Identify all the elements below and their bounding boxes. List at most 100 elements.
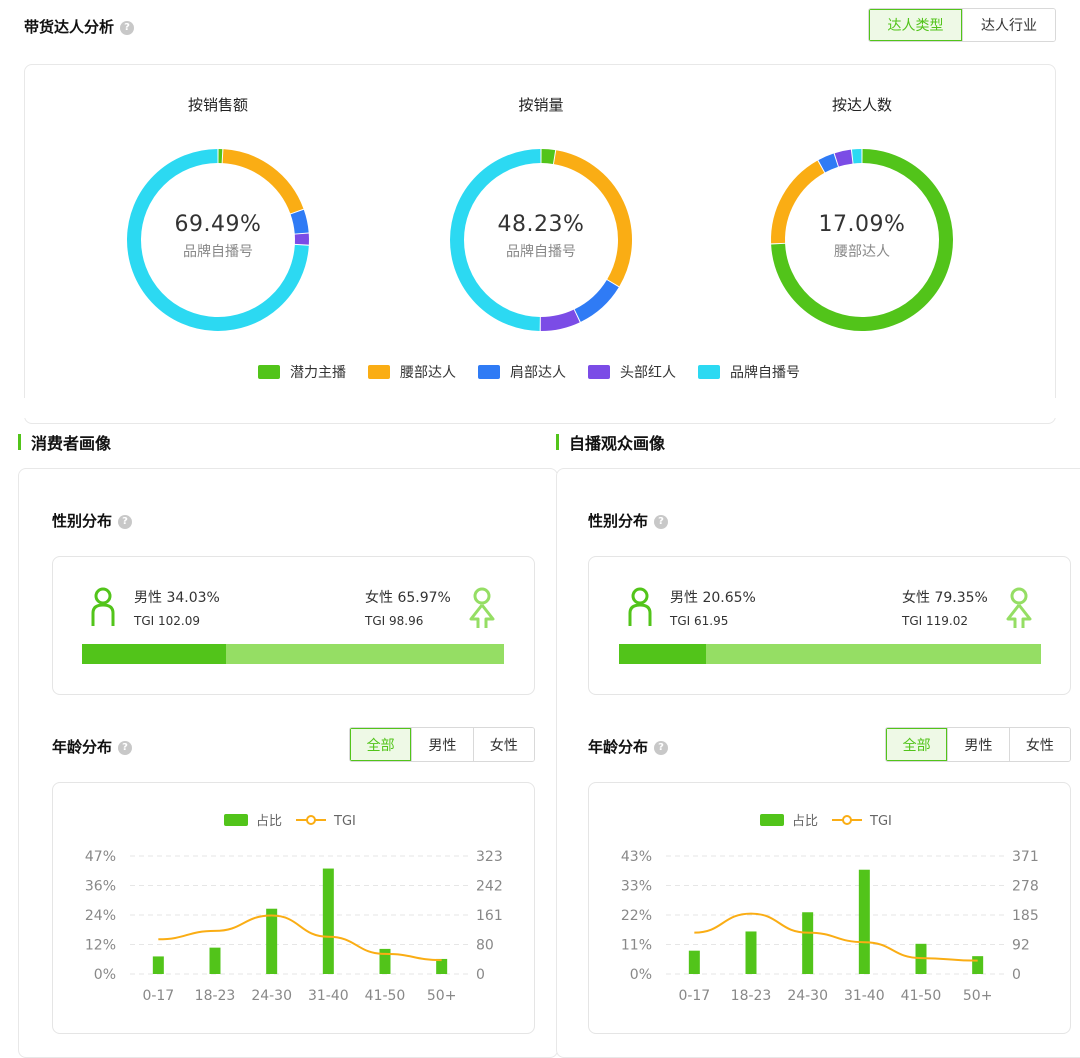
legend-swatch: [258, 365, 280, 379]
y-tick-right: 242: [476, 879, 503, 895]
donut-center-label: 腰部达人: [762, 241, 962, 261]
tab-influencer-industry[interactable]: 达人行业: [962, 9, 1055, 41]
bar[interactable]: [323, 869, 334, 974]
x-tick: 18-23: [731, 988, 772, 1004]
gender-title-text: 性别分布: [588, 512, 648, 530]
x-tick: 31-40: [308, 988, 349, 1004]
tab-age-all[interactable]: 全部: [886, 728, 947, 761]
panel-title-text: 自播观众画像: [569, 430, 665, 454]
tab-age-male[interactable]: 男性: [411, 728, 472, 761]
donut-title-volume: 按销量: [441, 94, 641, 115]
legend-label: 潜力主播: [290, 362, 346, 382]
panel-title-live-audience: 自播观众画像: [556, 430, 665, 454]
legend-label: 腰部达人: [400, 362, 456, 382]
y-tick-left: 47%: [85, 849, 116, 865]
female-person-icon: [467, 586, 497, 630]
bar[interactable]: [266, 909, 277, 974]
bar[interactable]: [802, 912, 813, 974]
section-title-influencer-analysis: 带货达人分析?: [24, 16, 134, 37]
gender-title: 性别分布?: [52, 510, 132, 531]
gender-bar-male-fill: [82, 644, 226, 664]
legend-item-shoulder[interactable]: 肩部达人: [478, 362, 566, 382]
x-tick: 0-17: [678, 988, 710, 1004]
x-tick: 50+: [963, 988, 993, 1004]
bar[interactable]: [859, 870, 870, 974]
donut-center-label: 品牌自播号: [118, 241, 318, 261]
bar[interactable]: [380, 949, 391, 974]
donut-center-volume: 48.23% 品牌自播号: [441, 212, 641, 261]
donut-slice[interactable]: [223, 156, 297, 211]
male-tgi: TGI 61.95: [670, 614, 728, 628]
age-tabs: 全部 男性 女性: [349, 727, 535, 762]
y-tick-right: 92: [1012, 938, 1030, 954]
question-circle-icon[interactable]: ?: [120, 21, 134, 35]
bar[interactable]: [689, 951, 700, 974]
legend-bar-swatch: [224, 814, 248, 826]
y-tick-left: 24%: [85, 908, 116, 924]
tgi-line[interactable]: [694, 914, 977, 961]
donut-slice[interactable]: [822, 160, 836, 166]
x-tick: 41-50: [365, 988, 406, 1004]
x-tick: 24-30: [787, 988, 828, 1004]
bar[interactable]: [210, 948, 221, 974]
donut-title-count: 按达人数: [762, 94, 962, 115]
tab-age-female[interactable]: 女性: [1009, 728, 1070, 761]
donut-center-label: 品牌自播号: [441, 241, 641, 261]
tab-influencer-type[interactable]: 达人类型: [869, 9, 962, 41]
legend-line-marker: [307, 816, 315, 824]
tab-age-male[interactable]: 男性: [947, 728, 1008, 761]
bar[interactable]: [153, 956, 164, 974]
y-tick-right: 185: [1012, 908, 1039, 924]
female-percent: 女性 65.97%: [365, 587, 451, 607]
legend-item-brand[interactable]: 品牌自播号: [698, 362, 800, 382]
donut-title-sales: 按销售额: [118, 94, 318, 115]
question-circle-icon[interactable]: ?: [654, 741, 668, 755]
donut-slice[interactable]: [853, 156, 862, 157]
male-percent: 男性 20.65%: [670, 587, 756, 607]
legend-line-label: TGI: [869, 814, 892, 829]
y-tick-right: 161: [476, 908, 503, 924]
male-person-icon: [625, 586, 655, 630]
bar[interactable]: [972, 956, 983, 974]
donut-slice[interactable]: [542, 156, 555, 157]
age-title: 年龄分布?: [52, 736, 132, 757]
y-tick-left: 0%: [630, 967, 652, 983]
legend-item-waist[interactable]: 腰部达人: [368, 362, 456, 382]
male-tgi: TGI 102.09: [134, 614, 200, 628]
legend-label: 头部红人: [620, 362, 676, 382]
legend-swatch: [368, 365, 390, 379]
age-title-text: 年龄分布: [588, 738, 648, 756]
section-accent-bar: [18, 434, 21, 450]
bar[interactable]: [436, 959, 447, 974]
tab-age-all[interactable]: 全部: [350, 728, 411, 761]
y-tick-right: 80: [476, 938, 494, 954]
question-circle-icon[interactable]: ?: [118, 741, 132, 755]
y-tick-left: 43%: [621, 849, 652, 865]
y-tick-left: 12%: [85, 938, 116, 954]
tab-age-female[interactable]: 女性: [473, 728, 534, 761]
gender-title: 性别分布?: [588, 510, 668, 531]
tgi-line[interactable]: [158, 916, 441, 961]
x-tick: 0-17: [142, 988, 174, 1004]
female-tgi: TGI 98.96: [365, 614, 423, 628]
legend-bar-label: 占比: [256, 814, 282, 829]
section-gap: [0, 398, 1080, 418]
y-tick-right: 0: [1012, 967, 1021, 983]
donut-slice[interactable]: [541, 316, 577, 324]
donut-slice[interactable]: [837, 157, 852, 160]
y-tick-left: 33%: [621, 879, 652, 895]
legend-swatch: [478, 365, 500, 379]
bar[interactable]: [746, 931, 757, 974]
y-tick-right: 278: [1012, 879, 1039, 895]
legend-item-head[interactable]: 头部红人: [588, 362, 676, 382]
donut-slice[interactable]: [578, 284, 613, 316]
gender-bar: [619, 644, 1041, 664]
question-circle-icon[interactable]: ?: [654, 515, 668, 529]
y-tick-left: 22%: [621, 908, 652, 924]
male-person-icon: [88, 586, 118, 630]
legend-item-potential[interactable]: 潜力主播: [258, 362, 346, 382]
x-tick: 18-23: [195, 988, 236, 1004]
question-circle-icon[interactable]: ?: [118, 515, 132, 529]
legend-swatch: [588, 365, 610, 379]
